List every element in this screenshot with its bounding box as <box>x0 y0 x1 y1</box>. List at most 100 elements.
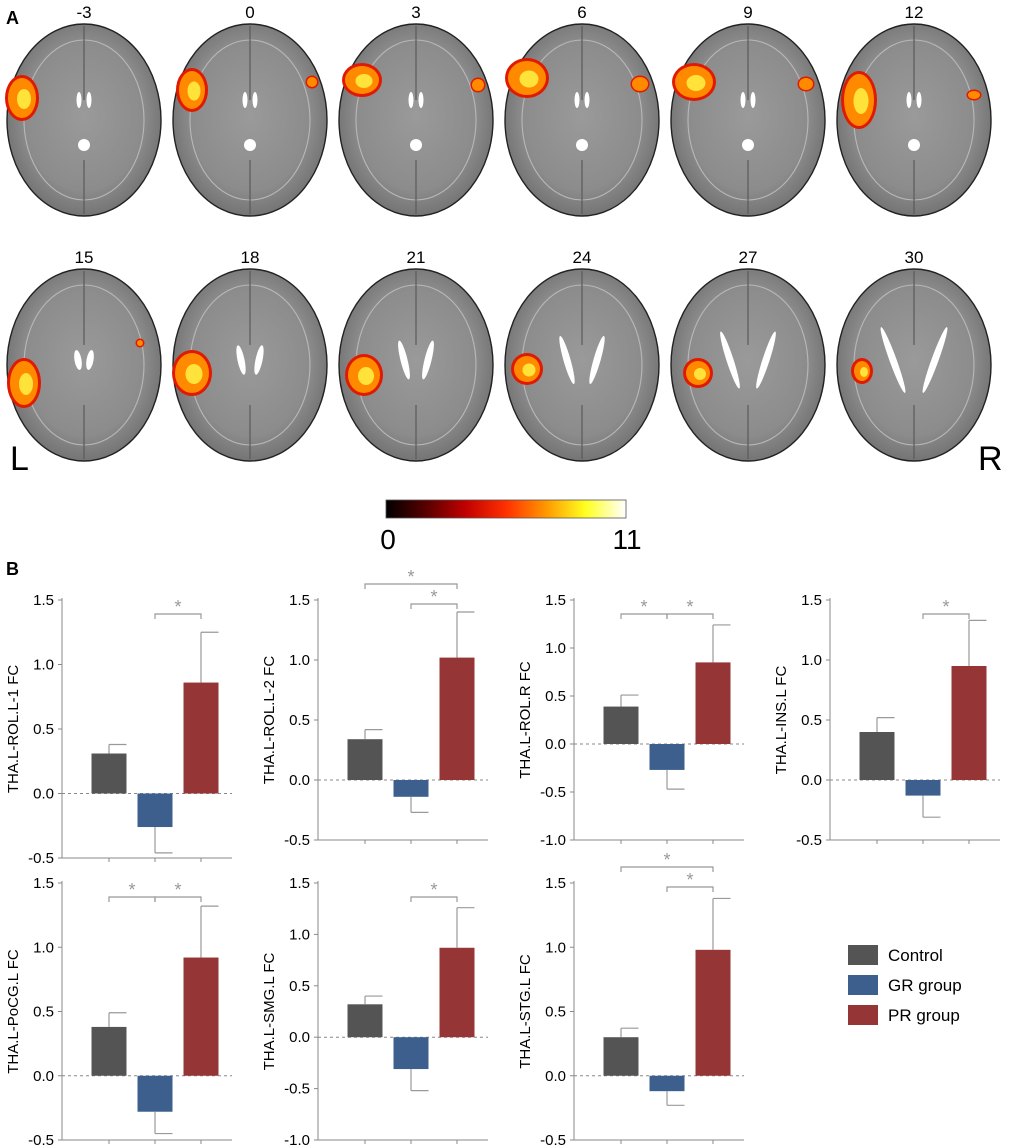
bar-chart: 1.5 1.0 0.5 0.0 -0.5 THA.L-ROL.L-1 FC * <box>5 592 232 867</box>
activation-cluster <box>519 70 539 88</box>
legend-label: Control <box>888 946 943 965</box>
brain-slice: 30 <box>836 248 992 462</box>
bar <box>183 682 219 794</box>
brain-outline <box>670 268 826 462</box>
colorbar <box>385 499 627 519</box>
bar <box>603 1037 639 1076</box>
y-tick-label: 1.0 <box>545 640 566 657</box>
brain-slice: 3 <box>338 3 494 217</box>
bar <box>695 662 731 744</box>
brain-slice: 12 <box>836 3 992 217</box>
brain-slice: 0 <box>172 3 328 217</box>
ventricle <box>242 92 248 108</box>
y-tick-label: 1.0 <box>801 652 822 669</box>
y-tick-label: 1.0 <box>545 939 566 956</box>
activation-cluster <box>799 78 813 90</box>
activation-cluster <box>358 367 374 385</box>
brain-outline <box>836 268 992 462</box>
slice-number: 30 <box>905 248 924 267</box>
ventricle <box>908 139 920 151</box>
panel-a-letter: A <box>6 8 19 28</box>
activation-cluster <box>694 368 706 380</box>
ventricle <box>236 345 246 375</box>
significance-star: * <box>174 880 181 900</box>
bar-chart: 1.5 1.0 0.5 0.0 -0.5 -1.0 THA.L-ROL.R FC * * <box>517 592 744 849</box>
y-tick-label: 0.0 <box>545 736 566 753</box>
y-tick-label: 1.0 <box>33 939 54 956</box>
brain-slice: 9 <box>670 3 826 217</box>
y-tick-label: 1.5 <box>545 875 566 892</box>
y-tick-label: -0.5 <box>284 1081 310 1098</box>
legend-item: PR group <box>848 1005 960 1025</box>
significance-bracket <box>666 886 714 892</box>
bar <box>649 1075 685 1092</box>
slice-number: 9 <box>743 3 752 22</box>
significance-star: * <box>686 870 693 890</box>
significance-star: * <box>430 587 437 607</box>
y-tick-label: 1.0 <box>289 926 310 943</box>
bar <box>137 1075 173 1112</box>
bar <box>695 949 731 1076</box>
colorbar-min-label: 0 <box>380 524 396 555</box>
brain-outline <box>338 268 494 462</box>
slice-number: 3 <box>411 3 420 22</box>
legend-swatch <box>848 945 878 965</box>
brain-slice: 6 <box>504 3 660 217</box>
activation-cluster <box>686 75 706 91</box>
significance-star: * <box>128 880 135 900</box>
significance-bracket <box>922 613 970 619</box>
y-axis-label: THA.L-ROL.L-2 FC <box>261 656 278 785</box>
bar <box>859 732 895 780</box>
ventricle <box>86 92 92 108</box>
y-tick-label: 1.0 <box>33 657 54 674</box>
brain-outline <box>172 268 328 462</box>
significance-star: * <box>407 567 414 587</box>
y-tick-label: 0.5 <box>545 688 566 705</box>
brain-outline <box>504 268 660 462</box>
y-tick-label: 0.0 <box>289 1029 310 1046</box>
ventricle <box>74 350 82 370</box>
significance-bracket <box>410 603 458 609</box>
ventricle <box>906 92 912 108</box>
ventricle <box>244 139 256 151</box>
activation-cluster <box>853 88 869 114</box>
y-tick-label: 0.0 <box>289 772 310 789</box>
bar <box>347 1004 383 1038</box>
y-tick-label: 1.5 <box>289 875 310 892</box>
activation-cluster <box>307 77 317 87</box>
slice-number: 12 <box>905 3 924 22</box>
y-tick-label: 0.5 <box>289 978 310 995</box>
bar-chart: 1.5 1.0 0.5 0.0 -0.5 THA.L-INS.L FC * <box>773 592 1000 849</box>
ventricle <box>740 92 746 108</box>
brain-slice: 18 <box>172 248 328 462</box>
ventricle <box>78 139 90 151</box>
activation-cluster <box>968 91 980 99</box>
y-tick-label: -1.0 <box>284 1132 310 1148</box>
fc-bar-charts: 1.5 1.0 0.5 0.0 -0.5 THA.L-ROL.L-1 FC * 1.5 1.0 0… <box>5 567 1000 1148</box>
brain-slice: 21 <box>338 248 494 462</box>
ventricle <box>410 139 422 151</box>
y-tick-label: -0.5 <box>796 832 822 849</box>
legend-swatch <box>848 1005 878 1025</box>
brain-outline <box>836 23 992 217</box>
brain-outline <box>6 268 162 462</box>
ventricle <box>916 92 922 108</box>
y-tick-label: 0.5 <box>801 712 822 729</box>
legend-label: GR group <box>888 976 962 995</box>
ventricle <box>584 92 590 108</box>
slice-number: 21 <box>407 248 426 267</box>
y-tick-label: 0.0 <box>33 1068 54 1085</box>
y-tick-label: -0.5 <box>28 1132 54 1148</box>
brain-slice-grid: -3 0 3 6 9 12 15 18 21 24 27 30 <box>5 3 992 462</box>
brain-outline <box>172 23 328 217</box>
y-tick-label: 1.5 <box>33 875 54 892</box>
significance-star: * <box>640 597 647 617</box>
y-axis-label: THA.L-PoCG.L FC <box>5 949 22 1074</box>
ventricle <box>720 331 740 389</box>
ventricle <box>86 350 94 370</box>
legend-item: GR group <box>848 975 962 995</box>
slice-number: 0 <box>245 3 254 22</box>
bar <box>393 1037 429 1070</box>
y-tick-label: 0.0 <box>33 786 54 803</box>
slice-number: 6 <box>577 3 586 22</box>
